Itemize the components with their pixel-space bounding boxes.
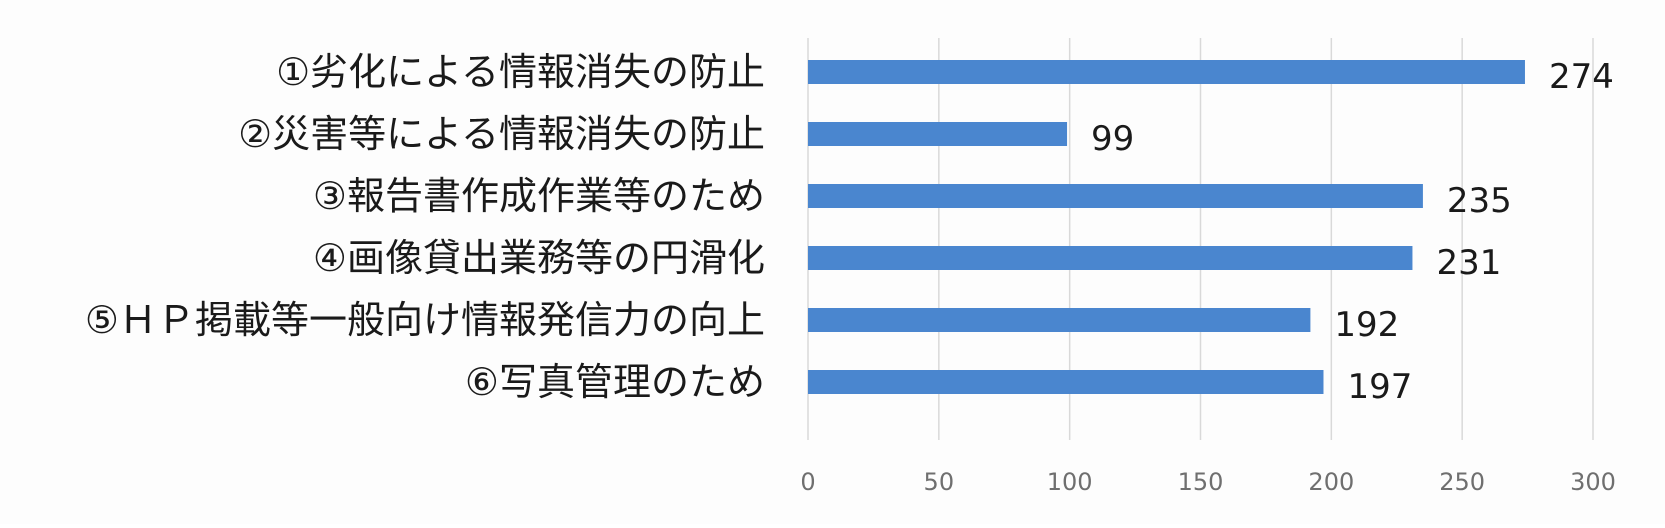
bar-5 — [808, 308, 1311, 332]
data-label: 274 — [1549, 57, 1614, 97]
bar-3 — [808, 184, 1423, 208]
category-label: ⑤ＨＰ掲載等一般向け情報発信力の向上 — [85, 298, 765, 342]
bars — [808, 60, 1525, 394]
bar-1 — [808, 60, 1525, 84]
x-tick-label: 50 — [924, 468, 955, 496]
bar-6 — [808, 370, 1324, 394]
category-label: ②災害等による情報消失の防止 — [238, 112, 765, 156]
data-label: 197 — [1347, 367, 1412, 407]
data-labels: 274 99 235 231 192 197 — [1091, 57, 1614, 407]
gridlines — [807, 38, 1594, 440]
bar-2 — [808, 122, 1068, 146]
data-label: 192 — [1334, 305, 1399, 345]
x-tick-label: 200 — [1308, 468, 1354, 496]
data-label: 235 — [1447, 181, 1512, 221]
x-tick-label: 150 — [1178, 468, 1224, 496]
x-tick-label: 100 — [1047, 468, 1093, 496]
data-label: 231 — [1436, 243, 1501, 283]
category-label: ④画像貸出業務等の円滑化 — [313, 236, 765, 280]
x-tick-label: 0 — [800, 468, 815, 496]
category-label: ①劣化による情報消失の防止 — [276, 50, 765, 94]
data-label: 99 — [1091, 119, 1134, 159]
category-labels: ①劣化による情報消失の防止 ②災害等による情報消失の防止 ③報告書作成作業等のため ④… — [85, 50, 765, 404]
x-axis-ticks: 0 50 100 150 200 250 300 — [800, 468, 1616, 496]
x-tick-label: 300 — [1570, 468, 1616, 496]
bar-4 — [808, 246, 1413, 270]
category-label: ⑥写真管理のため — [465, 360, 765, 404]
x-tick-label: 250 — [1439, 468, 1485, 496]
category-label: ③報告書作成作業等のため — [313, 174, 765, 218]
